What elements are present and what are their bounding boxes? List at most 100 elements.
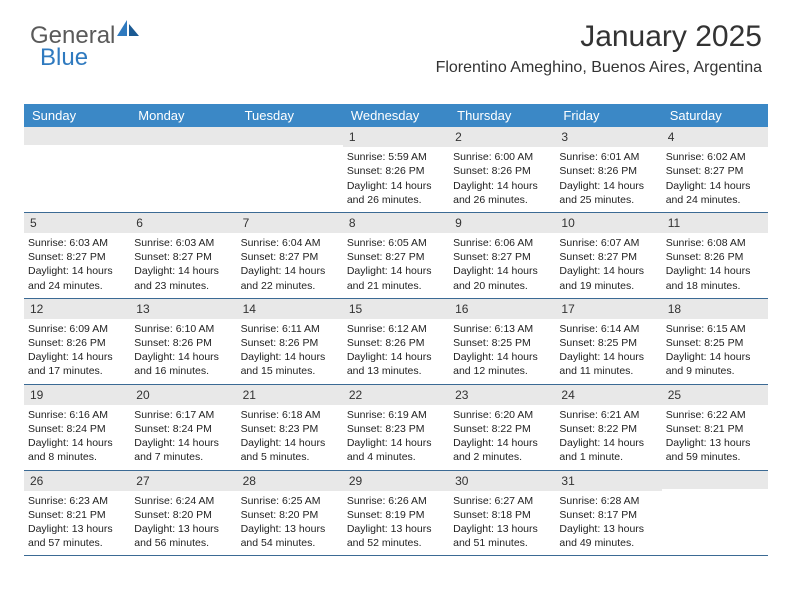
daylight-text: Daylight: 14 hours and 25 minutes. [559, 179, 657, 207]
daylight-text: Daylight: 14 hours and 8 minutes. [28, 436, 126, 464]
day-cell: 14Sunrise: 6:11 AMSunset: 8:26 PMDayligh… [237, 299, 343, 384]
day-body: Sunrise: 6:24 AMSunset: 8:20 PMDaylight:… [130, 491, 236, 556]
daylight-text: Daylight: 13 hours and 57 minutes. [28, 522, 126, 550]
day-number: 6 [130, 213, 236, 233]
sunrise-text: Sunrise: 6:06 AM [453, 236, 551, 250]
day-body: Sunrise: 6:23 AMSunset: 8:21 PMDaylight:… [24, 491, 130, 556]
sunset-text: Sunset: 8:27 PM [453, 250, 551, 264]
daylight-text: Daylight: 14 hours and 7 minutes. [134, 436, 232, 464]
daylight-text: Daylight: 14 hours and 17 minutes. [28, 350, 126, 378]
week-row: 12 Sunrise: 6:09 AM Sunset: 8:26 PM Dayligh… [24, 299, 768, 385]
sunset-text: Sunset: 8:17 PM [559, 508, 657, 522]
day-cell: 11Sunrise: 6:08 AMSunset: 8:26 PMDayligh… [662, 213, 768, 298]
day-cell: 13Sunrise: 6:10 AMSunset: 8:26 PMDayligh… [130, 299, 236, 384]
day-number: 7 [237, 213, 343, 233]
day-body: Sunrise: 6:26 AMSunset: 8:19 PMDaylight:… [343, 491, 449, 556]
day-body: Sunrise: 6:16 AMSunset: 8:24 PMDaylight:… [24, 405, 130, 470]
calendar-grid: Sunday Monday Tuesday Wednesday Thursday… [24, 104, 768, 556]
day-body: Sunrise: 6:02 AMSunset: 8:27 PMDaylight:… [662, 147, 768, 212]
sunset-text: Sunset: 8:27 PM [666, 164, 764, 178]
day-number: 8 [343, 213, 449, 233]
day-number: 21 [237, 385, 343, 405]
daylight-text: Daylight: 14 hours and 19 minutes. [559, 264, 657, 292]
day-body: Sunrise: 6:12 AMSunset: 8:26 PMDaylight:… [343, 319, 449, 384]
day-number: 29 [343, 471, 449, 491]
day-cell: 30Sunrise: 6:27 AMSunset: 8:18 PMDayligh… [449, 471, 555, 556]
day-number: 1 [343, 127, 449, 147]
day-cell [130, 127, 236, 212]
daylight-text: Daylight: 14 hours and 9 minutes. [666, 350, 764, 378]
sunrise-text: Sunrise: 6:19 AM [347, 408, 445, 422]
dow-wednesday: Wednesday [343, 104, 449, 127]
week-row: 26Sunrise: 6:23 AMSunset: 8:21 PMDayligh… [24, 471, 768, 557]
daylight-text: Daylight: 14 hours and 12 minutes. [453, 350, 551, 378]
daylight-text: Daylight: 14 hours and 4 minutes. [347, 436, 445, 464]
sunrise-text: Sunrise: 6:08 AM [666, 236, 764, 250]
day-number: 11 [662, 213, 768, 233]
day-number: 2 [449, 127, 555, 147]
sunrise-text: Sunrise: 6:16 AM [28, 408, 126, 422]
sunrise-text: Sunrise: 5:59 AM [347, 150, 445, 164]
day-body [237, 145, 343, 203]
sunset-text: Sunset: 8:27 PM [134, 250, 232, 264]
sunrise-text: Sunrise: 6:10 AM [134, 322, 232, 336]
day-cell: 1Sunrise: 5:59 AMSunset: 8:26 PMDaylight… [343, 127, 449, 212]
dow-monday: Monday [130, 104, 236, 127]
sunrise-text: Sunrise: 6:21 AM [559, 408, 657, 422]
day-body: Sunrise: 6:14 AMSunset: 8:25 PMDaylight:… [555, 319, 661, 384]
week-row: 5Sunrise: 6:03 AMSunset: 8:27 PMDaylight… [24, 213, 768, 299]
sunset-text: Sunset: 8:21 PM [666, 422, 764, 436]
page-header: January 2025 Florentino Ameghino, Buenos… [436, 20, 762, 77]
day-number: 10 [555, 213, 661, 233]
sunrise-text: Sunrise: 6:12 AM [347, 322, 445, 336]
day-number: 14 [237, 299, 343, 319]
sunrise-text: Sunrise: 6:09 AM [28, 322, 126, 336]
daylight-text: Daylight: 14 hours and 1 minute. [559, 436, 657, 464]
daylight-text: Daylight: 14 hours and 16 minutes. [134, 350, 232, 378]
day-number: 3 [555, 127, 661, 147]
day-body: Sunrise: 6:01 AMSunset: 8:26 PMDaylight:… [555, 147, 661, 212]
sunrise-text: Sunrise: 6:13 AM [453, 322, 551, 336]
dow-thursday: Thursday [449, 104, 555, 127]
day-number: 9 [449, 213, 555, 233]
day-number: 26 [24, 471, 130, 491]
day-number [24, 127, 130, 145]
sunrise-text: Sunrise: 6:03 AM [28, 236, 126, 250]
day-body: Sunrise: 6:25 AMSunset: 8:20 PMDaylight:… [237, 491, 343, 556]
day-cell: 9Sunrise: 6:06 AMSunset: 8:27 PMDaylight… [449, 213, 555, 298]
day-body [130, 145, 236, 203]
day-body: Sunrise: 6:18 AMSunset: 8:23 PMDaylight:… [237, 405, 343, 470]
sunrise-text: Sunrise: 6:22 AM [666, 408, 764, 422]
sunrise-text: Sunrise: 6:24 AM [134, 494, 232, 508]
daylight-text: Daylight: 14 hours and 24 minutes. [28, 264, 126, 292]
day-number: 20 [130, 385, 236, 405]
sunset-text: Sunset: 8:26 PM [347, 336, 445, 350]
daylight-text: Daylight: 14 hours and 23 minutes. [134, 264, 232, 292]
sunrise-text: Sunrise: 6:15 AM [666, 322, 764, 336]
day-number: 28 [237, 471, 343, 491]
dow-friday: Friday [555, 104, 661, 127]
sunrise-text: Sunrise: 6:28 AM [559, 494, 657, 508]
daylight-text: Daylight: 13 hours and 52 minutes. [347, 522, 445, 550]
sunrise-text: Sunrise: 6:20 AM [453, 408, 551, 422]
sunrise-text: Sunrise: 6:26 AM [347, 494, 445, 508]
sunset-text: Sunset: 8:20 PM [134, 508, 232, 522]
sunrise-text: Sunrise: 6:27 AM [453, 494, 551, 508]
day-number: 30 [449, 471, 555, 491]
day-number: 25 [662, 385, 768, 405]
daylight-text: Daylight: 13 hours and 49 minutes. [559, 522, 657, 550]
day-cell [662, 471, 768, 556]
day-number: 17 [555, 299, 661, 319]
day-body: Sunrise: 6:11 AMSunset: 8:26 PMDaylight:… [237, 319, 343, 384]
logo-sail-icon [117, 20, 139, 36]
daylight-text: Daylight: 14 hours and 2 minutes. [453, 436, 551, 464]
sunset-text: Sunset: 8:26 PM [453, 164, 551, 178]
day-body: Sunrise: 6:19 AMSunset: 8:23 PMDaylight:… [343, 405, 449, 470]
day-body: Sunrise: 6:00 AMSunset: 8:26 PMDaylight:… [449, 147, 555, 212]
day-cell: 25Sunrise: 6:22 AMSunset: 8:21 PMDayligh… [662, 385, 768, 470]
day-cell: 8Sunrise: 6:05 AMSunset: 8:27 PMDaylight… [343, 213, 449, 298]
daylight-text: Daylight: 14 hours and 24 minutes. [666, 179, 764, 207]
day-cell: 28Sunrise: 6:25 AMSunset: 8:20 PMDayligh… [237, 471, 343, 556]
day-number: 12 [24, 299, 130, 319]
sunrise-text: Sunrise: 6:07 AM [559, 236, 657, 250]
